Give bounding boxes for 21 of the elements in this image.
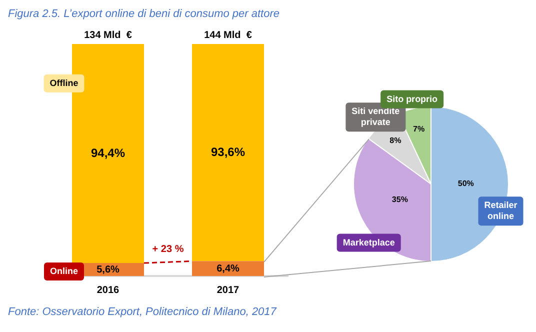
annotation: + 23 % [152,244,184,255]
data-label: 50% [458,179,474,188]
annotation: 134 Mld € [84,30,132,41]
data-label: 35% [392,195,408,204]
annotation: 144 Mld € [204,30,252,41]
data-label: 6,4% [216,263,240,274]
slice-label: Marketplace [342,237,395,248]
data-label: 5,6% [96,264,120,276]
data-label: 93,6% [210,144,246,159]
series-label: Online [50,266,78,276]
slice-label: Retailer online [484,200,518,222]
data-label: 8% [390,136,402,146]
x-tick-label: 2017 [216,284,240,296]
data-label: 94,4% [90,146,126,160]
x-tick-label: 2016 [96,284,120,296]
slice-label: Siti vendite private [352,106,400,128]
chart-title: Figura 2.5. L’export online di beni di consumo per attore [8,8,280,20]
slice-label: Sito proprio [386,94,438,104]
source-note: Fonte: Osservatorio Export, Politecnico di Milano, 2017 [8,306,276,318]
data-label: 7% [413,124,425,134]
series-label: Offline [50,78,78,88]
